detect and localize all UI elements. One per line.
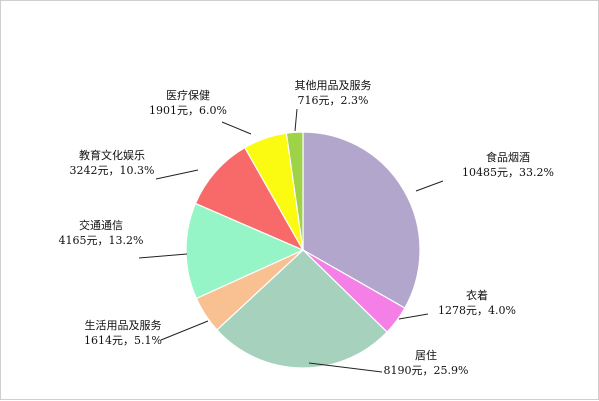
slice-label-name-8: 其他用品及服务: [295, 79, 372, 92]
slice-label-name-1: 食品烟酒: [486, 150, 530, 164]
slice-label-name-3: 居住: [415, 348, 437, 362]
leader-line-2: [398, 313, 429, 320]
slice-label-value-8: 716元，2.3%: [298, 94, 369, 107]
slice-label-value-4: 1614元，5.1%: [84, 334, 162, 347]
slice-label-value-5: 4165元，13.2%: [59, 234, 144, 247]
leader-line-3: [308, 362, 383, 373]
slice-label-value-3: 8190元，25.9%: [384, 364, 469, 377]
slice-label-value-1: 10485元，33.2%: [462, 166, 554, 179]
pie-slice-5: [185, 202, 305, 300]
pie-slice-3: [216, 249, 388, 369]
pie-slice-8: [285, 131, 304, 251]
slice-label-name-7: 医疗保健: [166, 88, 210, 102]
slice-label-name-4: 生活用品及服务: [85, 318, 162, 332]
pie-slice-6: [194, 146, 305, 252]
leader-line-6: [155, 169, 199, 180]
pie-slice-1: [302, 131, 421, 309]
leader-line-1: [415, 180, 444, 192]
leader-line-7: [221, 121, 252, 135]
leader-line-8: [294, 108, 298, 132]
leader-line-4: [160, 320, 209, 341]
slice-label-name-6: 教育文化娱乐: [79, 148, 145, 162]
leader-line-5: [138, 253, 188, 259]
slice-label-name-2: 衣着: [466, 288, 488, 302]
slice-label-name-5: 交通通信: [79, 218, 123, 232]
slice-label-value-2: 1278元，4.0%: [438, 304, 516, 317]
slice-label-value-6: 3242元，10.3%: [70, 164, 155, 177]
slice-label-value-7: 1901元，6.0%: [149, 104, 227, 117]
